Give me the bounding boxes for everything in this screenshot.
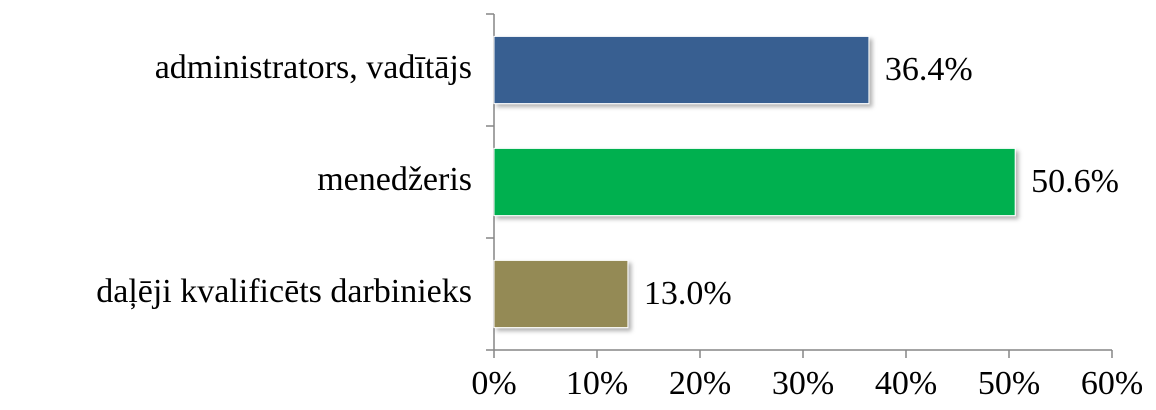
x-tick-label: 40%	[875, 365, 937, 402]
bar	[493, 35, 870, 105]
bar	[493, 259, 629, 329]
data-label: 36.4%	[885, 51, 973, 88]
data-label: 50.6%	[1031, 163, 1119, 200]
x-tick-label: 0%	[471, 365, 516, 402]
x-tick-label: 30%	[772, 365, 834, 402]
x-tick-label: 60%	[1081, 365, 1143, 402]
y-tick-label: menedžeris	[317, 161, 472, 198]
x-tick-label: 20%	[669, 365, 731, 402]
bar	[493, 147, 1016, 217]
data-label: 13.0%	[644, 275, 732, 312]
x-tick-label: 10%	[566, 365, 628, 402]
x-tick-label: 50%	[978, 365, 1040, 402]
y-tick-label: daļēji kvalificēts darbinieks	[96, 273, 472, 310]
y-tick-label: administrators, vadītājs	[155, 49, 472, 86]
